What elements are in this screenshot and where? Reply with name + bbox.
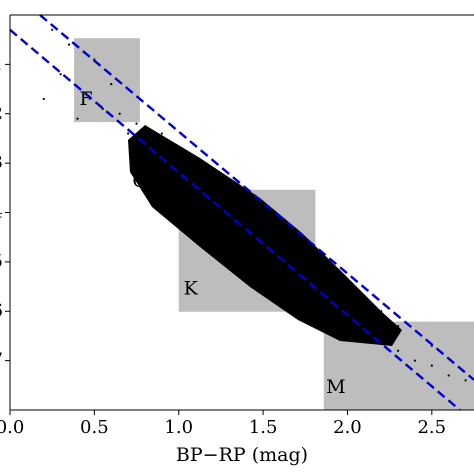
point [295, 280, 298, 283]
point [413, 359, 417, 362]
point [346, 324, 349, 328]
point [228, 226, 231, 229]
x-tick-label: 1.0 [164, 417, 193, 438]
y-tick-label: 4 [0, 202, 3, 223]
point [67, 43, 71, 46]
point [261, 255, 265, 259]
point [135, 122, 138, 125]
x-tick-label: 1.5 [249, 417, 278, 438]
x-tick-label: 2.0 [333, 417, 362, 438]
point [118, 112, 121, 115]
point [211, 171, 214, 175]
y-tick-label: 5 [0, 251, 3, 272]
point [447, 374, 450, 377]
point [363, 305, 366, 308]
region-label: K [184, 278, 199, 300]
point [160, 166, 163, 170]
point [295, 241, 298, 244]
point [177, 181, 180, 184]
point [287, 255, 290, 259]
point [278, 226, 282, 229]
point [169, 157, 172, 160]
point [127, 132, 130, 135]
point [194, 162, 197, 165]
point [228, 186, 231, 189]
point [396, 349, 400, 352]
point [186, 166, 189, 170]
y-tick-label: 6 [0, 300, 3, 321]
y-tick-label: 3 [0, 152, 3, 173]
y-tick-label: 1 [0, 53, 3, 74]
point [101, 107, 104, 110]
point [464, 379, 467, 382]
point [354, 315, 357, 318]
point [245, 201, 248, 204]
point [51, 28, 54, 31]
point [261, 221, 265, 224]
point [42, 97, 45, 101]
point [312, 260, 315, 263]
point [143, 152, 147, 155]
point [160, 132, 163, 135]
point [270, 241, 273, 244]
point [329, 275, 332, 278]
density-core [128, 125, 402, 346]
x-axis-label: BP−RP (mag) [176, 444, 308, 466]
point [363, 334, 366, 338]
point [396, 324, 400, 328]
dashed-line [39, 14, 474, 381]
point [380, 310, 383, 313]
point [278, 265, 282, 268]
guide-lines [9, 14, 474, 411]
point [76, 117, 79, 120]
point [211, 211, 214, 214]
point [312, 295, 315, 298]
point [337, 300, 341, 303]
point [194, 201, 197, 204]
point [236, 211, 239, 214]
x-tick-label: 2.5 [417, 417, 446, 438]
point [202, 186, 206, 189]
point [110, 83, 113, 86]
point [245, 241, 248, 244]
y-tick-label: 2 [0, 103, 3, 124]
point [321, 285, 324, 288]
point [59, 73, 62, 76]
axes: 0.0 0.5 1.0 1.5 2.0 2.5 1 2 3 4 5 6 7 [0, 14, 474, 438]
point [329, 310, 332, 313]
point [219, 196, 223, 199]
point [346, 290, 349, 293]
point [152, 142, 155, 145]
point [304, 270, 307, 273]
point [380, 339, 383, 342]
y-tick-label: 7 [0, 350, 3, 371]
dashed-line [9, 28, 461, 411]
x-tick-label: 0.5 [80, 417, 109, 438]
region-label: F [80, 88, 93, 110]
region-label: M [326, 376, 345, 398]
annotation: G [132, 170, 147, 192]
point [253, 226, 256, 229]
x-tick-label: 0.0 [0, 417, 24, 438]
point [430, 364, 433, 367]
